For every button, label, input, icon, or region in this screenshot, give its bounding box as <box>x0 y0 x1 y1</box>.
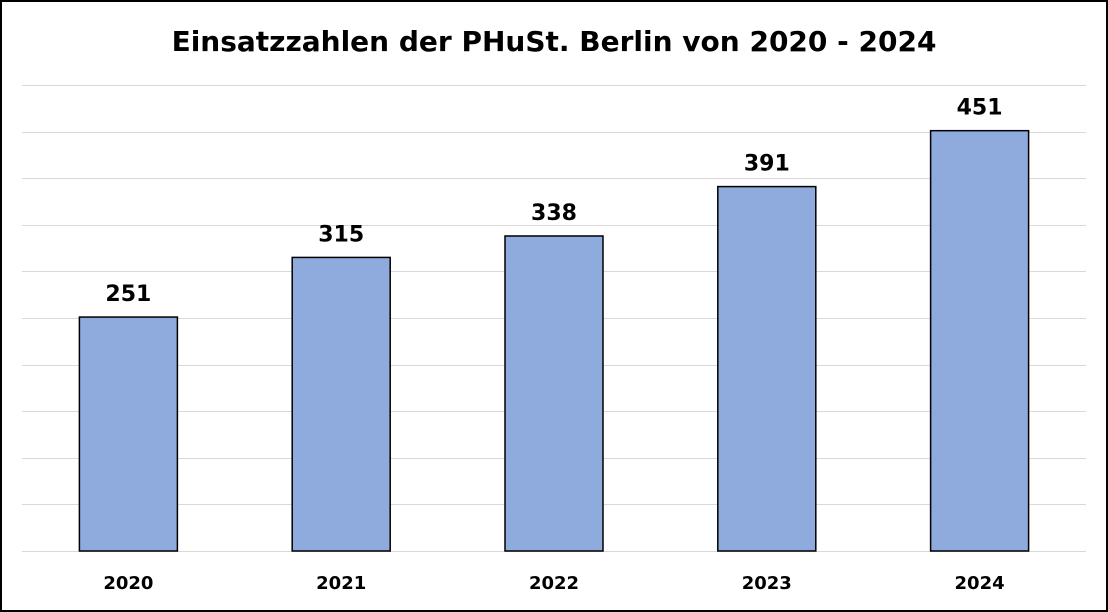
bar-2024 <box>929 129 1030 552</box>
x-tick-label-2021: 2021 <box>316 573 366 594</box>
tick-layer: 2020 2021 2022 2023 2024 <box>103 573 1004 594</box>
bar-2021 <box>291 256 391 552</box>
data-label-2024: 451 <box>957 96 1003 121</box>
data-label-2023: 391 <box>744 152 790 177</box>
bar-2022 <box>504 235 604 552</box>
chart-title: Einsatzzahlen der PHuSt. Berlin von 2020… <box>171 25 937 58</box>
x-tick-label-2024: 2024 <box>955 573 1005 594</box>
bar-layer <box>78 129 1030 552</box>
data-label-2021: 315 <box>318 222 364 247</box>
x-tick-label-2022: 2022 <box>529 573 579 594</box>
bar-2023 <box>717 185 817 552</box>
x-tick-label-2020: 2020 <box>103 573 153 594</box>
data-label-2022: 338 <box>531 201 577 226</box>
label-layer: 251 315 338 391 451 <box>105 96 1002 307</box>
x-tick-label-2023: 2023 <box>742 573 792 594</box>
data-label-2020: 251 <box>105 282 151 307</box>
bar-2020 <box>78 316 179 552</box>
